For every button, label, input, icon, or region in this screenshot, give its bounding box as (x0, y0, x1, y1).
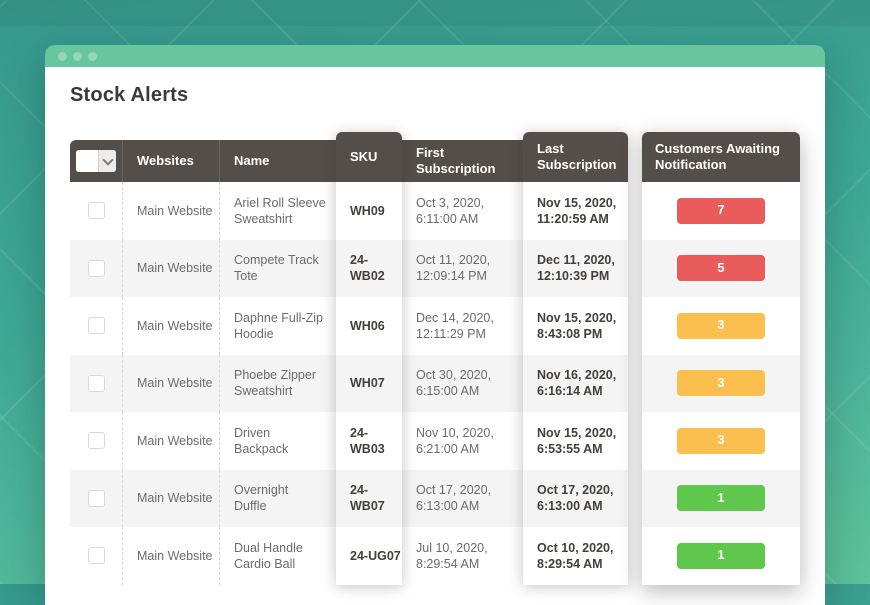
cell-website: Main Website (123, 469, 220, 527)
cell-sku: 24-WB03 (336, 412, 402, 470)
cell-first-subscription: Oct 17, 2020, 6:13:00 AM (402, 469, 523, 527)
cell-sku: 24-UG07 (336, 527, 402, 585)
cell-first-subscription: Dec 14, 2020, 12:11:29 PM (402, 297, 523, 355)
column-first-subscription: First Subscription Oct 3, 2020, 6:11:00 … (402, 132, 523, 585)
row-checkbox[interactable] (87, 374, 105, 392)
cell-row-select (70, 239, 123, 297)
column-name: Name Ariel Roll Sleeve Sweatshirt Compete… (220, 132, 336, 585)
cell-first-subscription: Oct 30, 2020, 6:15:00 AM (402, 354, 523, 412)
column-sku: SKU WH09 24-WB02 WH06 WH07 24-WB03 24-WB07 24-… (336, 132, 402, 585)
customers-count-badge: 7 (677, 197, 765, 224)
cell-last-subscription: Nov 15, 2020, 11:20:59 AM (523, 182, 628, 240)
last-subscription-column-header[interactable]: Last Subscription (523, 132, 628, 182)
column-gap (628, 132, 642, 142)
select-all-header-cell (70, 140, 123, 182)
page-title: Stock Alerts (70, 84, 189, 106)
cell-customers-awaiting: 7 (642, 182, 800, 240)
cell-row-select (70, 469, 123, 527)
websites-column-header[interactable]: Websites (123, 140, 220, 182)
first-subscription-column-header[interactable]: First Subscription (402, 140, 523, 182)
cell-customers-awaiting: 1 (642, 527, 800, 585)
cell-last-subscription: Dec 11, 2020, 12:10:39 PM (523, 239, 628, 297)
customers-count-badge: 3 (677, 312, 765, 339)
cell-row-select (70, 412, 123, 470)
stock-alerts-table: Websites Main Website Main Website Main We… (70, 132, 800, 585)
cell-row-select (70, 182, 123, 240)
chevron-down-icon (101, 153, 114, 166)
cell-website: Main Website (123, 182, 220, 240)
column-checkbox (70, 132, 123, 585)
cell-website: Main Website (123, 297, 220, 355)
cell-last-subscription: Oct 10, 2020, 8:29:54 AM (523, 527, 628, 585)
customers-count-badge: 1 (677, 485, 765, 512)
cell-sku: 24-WB07 (336, 469, 402, 527)
cell-website: Main Website (123, 354, 220, 412)
cell-last-subscription: Oct 17, 2020, 6:13:00 AM (523, 469, 628, 527)
sku-column-header[interactable]: SKU (336, 132, 402, 182)
name-column-header[interactable]: Name (220, 140, 336, 182)
row-checkbox[interactable] (87, 432, 105, 450)
cell-website: Main Website (123, 527, 220, 585)
cell-row-select (70, 297, 123, 355)
cell-first-subscription: Nov 10, 2020, 6:21:00 AM (402, 412, 523, 470)
window-titlebar (45, 45, 825, 67)
cell-customers-awaiting: 1 (642, 469, 800, 527)
cell-website: Main Website (123, 239, 220, 297)
window-dot-icon (88, 51, 97, 61)
cell-customers-awaiting: 5 (642, 239, 800, 297)
select-all-control[interactable] (76, 150, 116, 172)
cell-last-subscription: Nov 15, 2020, 8:43:08 PM (523, 297, 628, 355)
cell-first-subscription: Jul 10, 2020, 8:29:54 AM (402, 527, 523, 585)
row-checkbox[interactable] (87, 202, 105, 220)
cell-first-subscription: Oct 3, 2020, 6:11:00 AM (402, 182, 523, 240)
customers-count-badge: 5 (677, 255, 765, 282)
cell-sku: 24-WB02 (336, 239, 402, 297)
cell-sku: WH06 (336, 297, 402, 355)
cell-customers-awaiting: 3 (642, 354, 800, 412)
column-customers-awaiting: Customers Awaiting Notification 7 5 3 3 3 1 1 (642, 132, 800, 585)
cell-product-name: Driven Backpack (220, 412, 336, 470)
customers-count-badge: 3 (677, 427, 765, 454)
cell-last-subscription: Nov 16, 2020, 6:16:14 AM (523, 354, 628, 412)
customers-count-badge: 1 (677, 542, 765, 569)
cell-last-subscription: Nov 15, 2020, 6:53:55 AM (523, 412, 628, 470)
column-last-subscription: Last Subscription Nov 15, 2020, 11:20:59… (523, 132, 628, 585)
cell-customers-awaiting: 3 (642, 412, 800, 470)
row-checkbox[interactable] (87, 259, 105, 277)
cell-customers-awaiting: 3 (642, 297, 800, 355)
column-websites: Websites Main Website Main Website Main We… (123, 132, 220, 585)
cell-website: Main Website (123, 412, 220, 470)
cell-product-name: Ariel Roll Sleeve Sweatshirt (220, 182, 336, 240)
cell-product-name: Daphne Full-Zip Hoodie (220, 297, 336, 355)
cell-sku: WH07 (336, 354, 402, 412)
background-top-band (0, 0, 870, 26)
cell-row-select (70, 354, 123, 412)
cell-sku: WH09 (336, 182, 402, 240)
row-checkbox[interactable] (87, 547, 105, 565)
customers-count-badge: 3 (677, 370, 765, 397)
cell-product-name: Phoebe Zipper Sweatshirt (220, 354, 336, 412)
customers-awaiting-column-header[interactable]: Customers Awaiting Notification (642, 132, 800, 182)
cell-product-name: Overnight Duffle (220, 469, 336, 527)
cell-row-select (70, 527, 123, 585)
window-dot-icon (73, 51, 82, 61)
cell-first-subscription: Oct 11, 2020, 12:09:14 PM (402, 239, 523, 297)
cell-product-name: Dual Handle Cardio Ball (220, 527, 336, 585)
window-dot-icon (58, 51, 67, 61)
row-checkbox[interactable] (87, 317, 105, 335)
select-all-dropdown[interactable] (98, 150, 116, 172)
browser-window: Stock Alerts Websites Main Website Main W… (45, 45, 825, 605)
cell-product-name: Compete Track Tote (220, 239, 336, 297)
row-checkbox[interactable] (87, 489, 105, 507)
page-content: Stock Alerts Websites Main Website Main W… (45, 67, 825, 605)
select-all-checkbox[interactable] (76, 150, 98, 172)
